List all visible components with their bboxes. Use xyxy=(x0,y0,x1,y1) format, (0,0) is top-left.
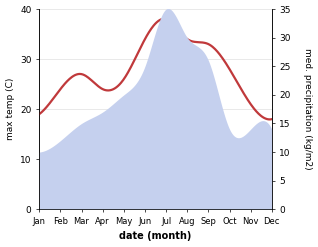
Y-axis label: med. precipitation (kg/m2): med. precipitation (kg/m2) xyxy=(303,48,313,170)
Y-axis label: max temp (C): max temp (C) xyxy=(5,78,15,140)
X-axis label: date (month): date (month) xyxy=(119,231,192,242)
